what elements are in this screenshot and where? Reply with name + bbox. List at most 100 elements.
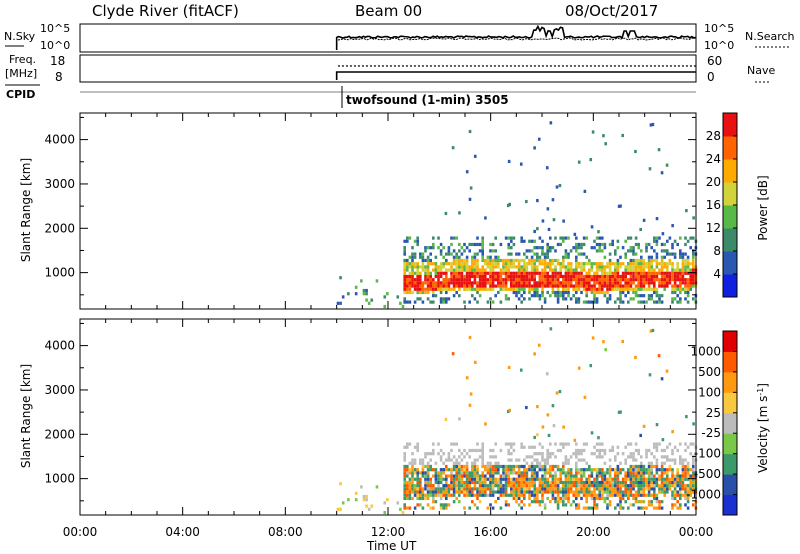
power-cell [533,290,536,295]
power-cell [502,278,505,282]
velocity-cell [507,452,510,456]
power-cell [520,281,523,285]
velocity-cell [685,415,688,419]
power-cell [650,297,653,301]
power-cell [598,242,601,247]
power-cell [406,290,409,295]
power-cell [429,246,432,250]
power-cell [426,284,430,288]
power-cell [676,265,679,269]
velocity-cell [629,487,633,491]
power-cell [603,265,607,269]
velocity-cell [549,452,552,456]
power-cell [624,281,627,285]
velocity-cell [452,487,456,491]
power-cell [525,281,529,285]
power-cell [582,236,586,240]
power-cell [476,262,479,266]
power-cell [603,274,607,279]
velocity-cell [554,464,557,469]
nsearch-tick-top: 10^5 [704,22,734,35]
velocity-cell [401,510,405,515]
nsearch-series [337,37,695,41]
power-cell [689,274,692,279]
velocity-cell [533,477,536,481]
power-cell [416,284,419,288]
velocity-cell [606,484,609,488]
velocity-cell [608,474,612,478]
power-cell [577,262,581,266]
velocity-colorbar-tick-label: 500 [698,365,721,379]
power-cell [684,258,687,263]
power-cell [434,281,438,285]
power-cell [530,255,534,259]
velocity-cell [567,442,570,446]
power-cell [588,278,591,282]
velocity-cell [634,468,638,472]
power-cell [413,271,417,275]
power-cell [653,300,656,304]
power-cell [650,274,653,279]
power-cell [471,284,474,288]
power-cell [569,249,573,253]
power-cell [567,287,570,291]
velocity-cell [655,477,659,481]
velocity-cell [399,507,402,511]
power-cell [416,242,419,247]
velocity-cell [408,461,412,465]
power-cell [502,268,505,272]
velocity-cell [585,487,588,491]
velocity-cell [424,471,427,475]
power-cell [660,271,664,275]
power-cell [614,274,617,279]
power-cell [489,242,492,247]
power-cell [577,284,581,288]
power-cell [627,236,630,240]
velocity-cell [655,461,659,465]
velocity-cell [439,506,443,510]
power-cell [546,284,549,288]
power-cell [619,284,622,288]
velocity-cell [577,503,581,507]
velocity-cell [499,477,503,481]
power-cell [460,252,464,256]
power-cell [416,290,419,295]
velocity-cell [645,487,648,491]
velocity-cell [478,480,482,485]
velocity-cell [530,493,534,497]
power-cell [450,287,453,291]
power-cell [598,268,601,272]
power-cell [502,287,505,291]
velocity-cell [375,485,379,489]
power-cell [551,281,555,285]
power-cell [458,271,461,275]
power-cell [510,284,513,288]
velocity-cell [634,484,638,488]
velocity-cell [471,471,474,475]
velocity-cell [520,480,523,485]
velocity-cell [497,496,500,501]
velocity-cell [439,468,443,472]
power-cell [692,268,695,272]
velocity-cell [437,471,440,475]
power-cell [650,271,653,275]
power-cell [476,242,479,247]
velocity-cell [486,506,490,510]
velocity-cell [523,503,526,507]
velocity-cell [442,503,445,507]
velocity-cell [445,493,448,497]
power-cell [458,255,461,259]
velocity-cell [458,484,461,488]
power-cell [684,265,687,269]
power-cell [481,274,484,279]
power-cell [640,287,643,291]
power-cell [645,242,648,247]
velocity-cell [637,452,640,456]
power-cell [660,262,664,266]
power-cell [632,297,635,301]
velocity-cell [489,471,492,475]
velocity-cell [556,480,560,485]
power-cell [447,284,451,288]
velocity-cell [489,490,492,494]
velocity-cell [525,468,529,472]
